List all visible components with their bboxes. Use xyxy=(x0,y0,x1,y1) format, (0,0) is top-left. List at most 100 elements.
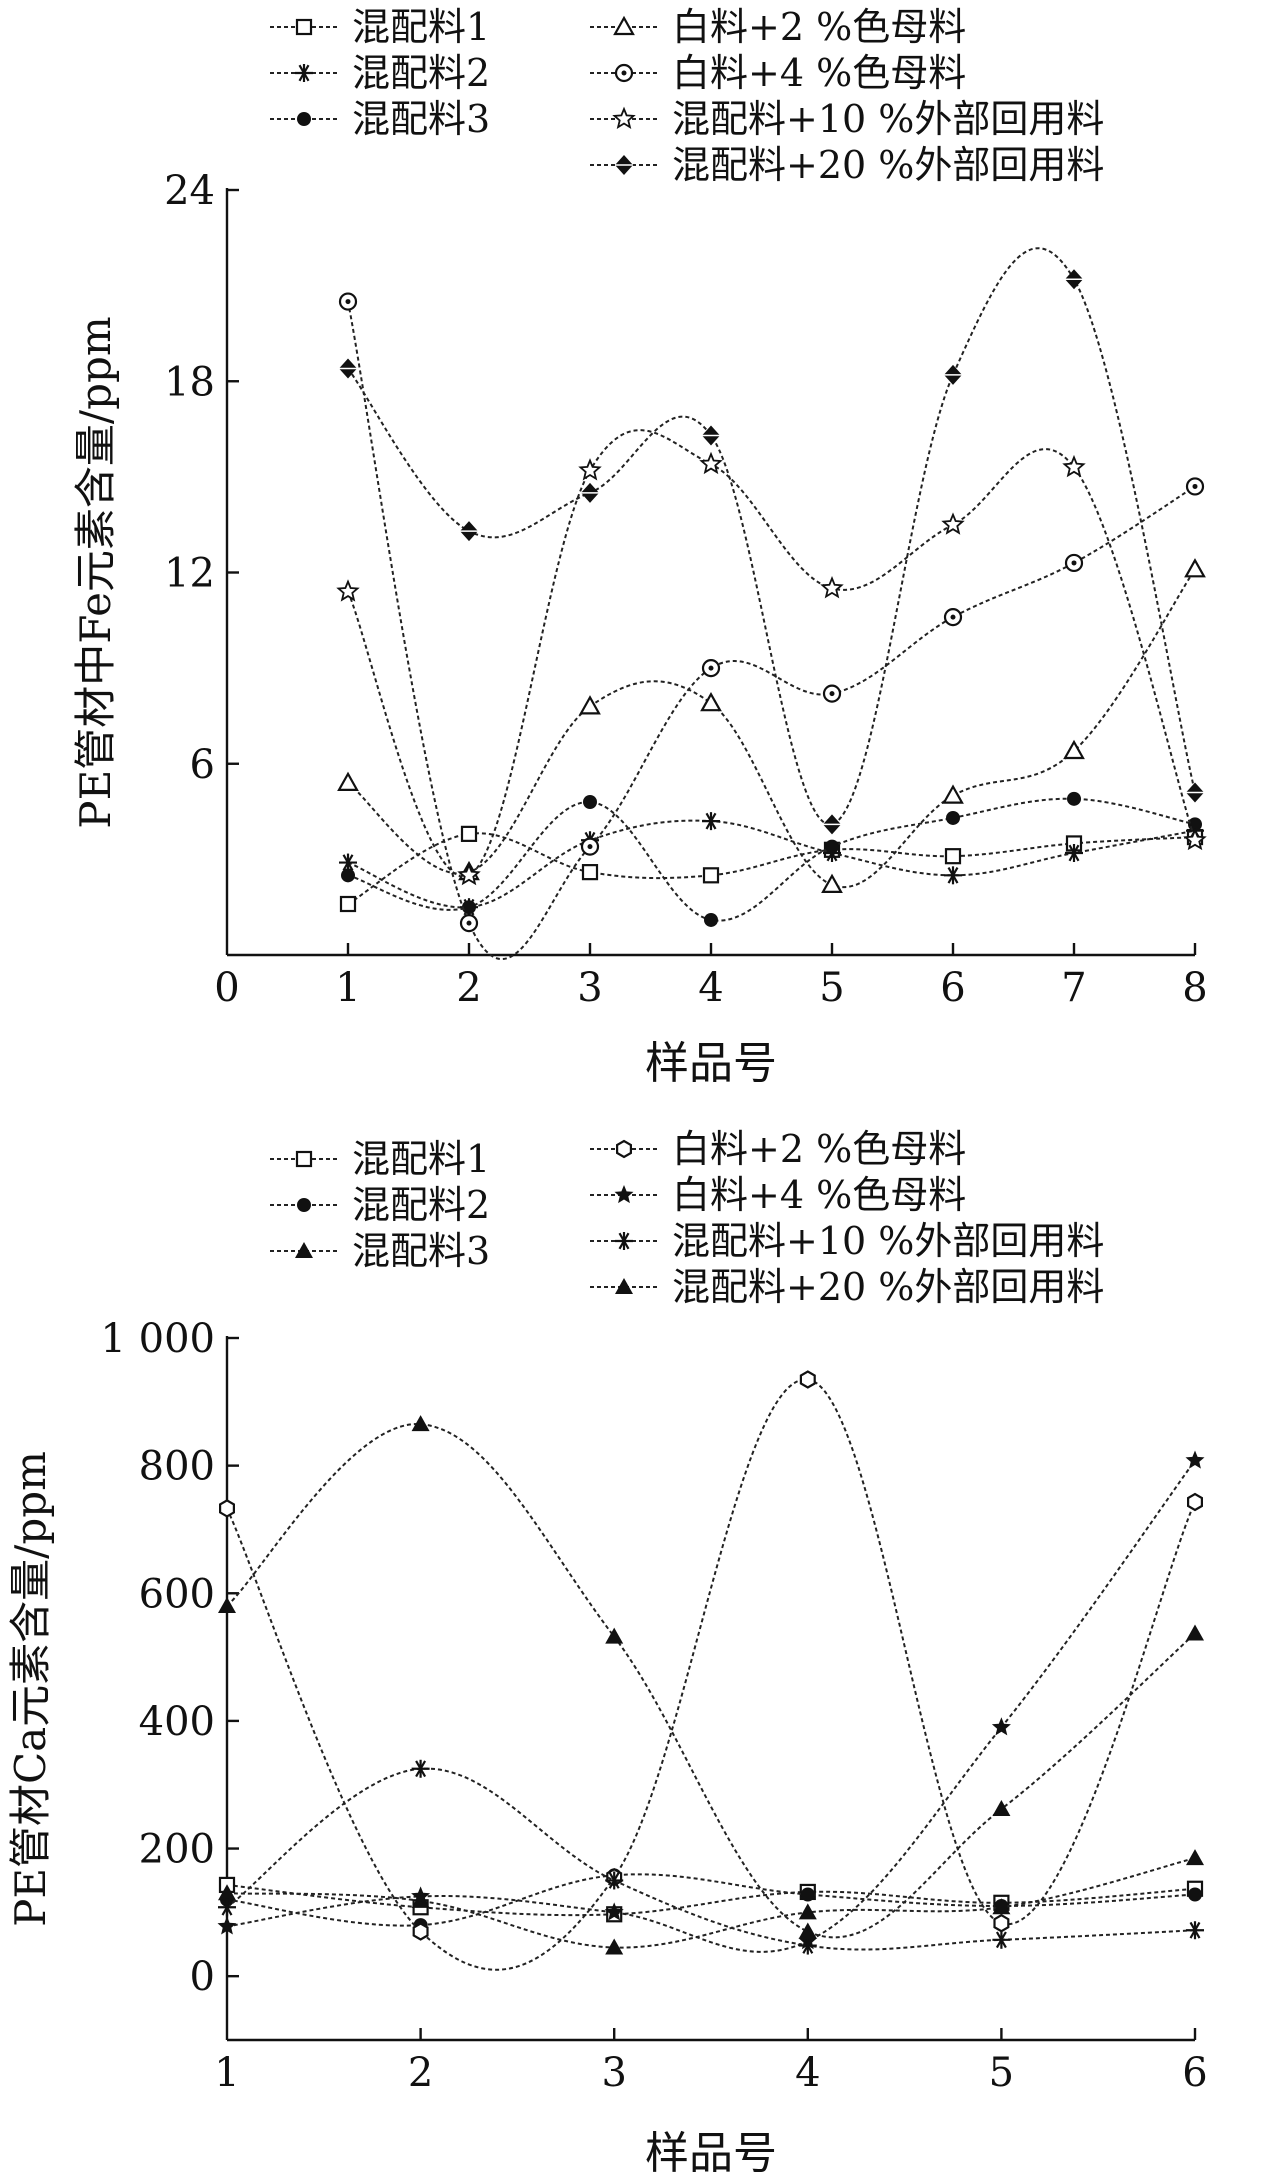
legend-marker xyxy=(295,64,313,82)
series-6 xyxy=(336,429,1207,886)
data-point xyxy=(941,512,965,535)
x-tick-label: 2 xyxy=(456,965,481,1011)
data-point xyxy=(993,1913,1010,1933)
x-tick-label: 4 xyxy=(795,2050,820,2096)
series-line xyxy=(347,301,1196,960)
data-point xyxy=(1062,454,1086,478)
data-point xyxy=(944,364,962,385)
data-point xyxy=(411,1759,430,1778)
series-line xyxy=(226,1423,1196,1939)
data-point xyxy=(992,1898,1011,1915)
legend-item: 混配料+20 %外部回用料 xyxy=(590,1265,1104,1309)
data-point xyxy=(1064,553,1084,573)
data-point xyxy=(1065,269,1083,290)
series-7 xyxy=(339,247,1204,835)
data-point xyxy=(460,521,478,542)
series-line xyxy=(347,568,1196,889)
legend-item: 混配料3 xyxy=(270,1229,490,1273)
data-point xyxy=(702,812,720,831)
data-point xyxy=(821,873,843,893)
y-tick-label: 600 xyxy=(139,1571,215,1617)
data-point xyxy=(944,866,962,885)
data-point xyxy=(1188,1887,1202,1902)
x-axis-title: 样品号 xyxy=(645,2128,777,2173)
data-point xyxy=(992,1930,1011,1949)
data-point xyxy=(460,825,478,842)
series-line xyxy=(347,819,1196,909)
data-point xyxy=(605,1627,624,1644)
legend-item: 白料+4 %色母料 xyxy=(590,1173,966,1217)
legend-item: 混配料+10 %外部回用料 xyxy=(590,1219,1104,1263)
series-line xyxy=(226,1857,1196,1949)
data-point xyxy=(339,895,357,913)
y-tick-label: 400 xyxy=(139,1699,215,1745)
data-point xyxy=(411,1886,431,1905)
legend-item: 混配料2 xyxy=(270,1183,490,1227)
data-point xyxy=(219,1499,235,1518)
legend-label: 白料+2 %色母料 xyxy=(672,5,966,49)
legend-marker xyxy=(614,63,634,83)
series-line xyxy=(226,1767,1196,1951)
y-tick-label: 800 xyxy=(139,1444,215,1490)
y-axis-title: PE管材中Fe元素含量/ppm xyxy=(71,316,120,828)
data-point xyxy=(800,1887,815,1902)
series-line xyxy=(347,797,1196,922)
legend-item: 混配料2 xyxy=(270,51,490,95)
data-point xyxy=(943,608,963,627)
data-point xyxy=(337,771,359,791)
y-tick-label: 18 xyxy=(164,359,215,405)
data-point xyxy=(822,684,842,703)
data-point xyxy=(942,784,964,804)
legend-label: 混配料1 xyxy=(352,5,490,49)
data-point xyxy=(459,914,479,933)
data-point xyxy=(1185,1450,1205,1469)
legend-item: 白料+2 %色母料 xyxy=(590,1127,966,1171)
series-line xyxy=(226,1883,1196,1917)
legend-marker xyxy=(614,1185,634,1204)
legend-marker xyxy=(615,1232,633,1250)
x-tick-label: 0 xyxy=(214,965,239,1011)
data-point xyxy=(1067,791,1081,806)
fe-content-chart: 0 1 2 3 4 5 6 7 86121824PE管材中Fe元素含量/ppm样品号混配料1混配… xyxy=(71,5,1208,1089)
data-point xyxy=(217,1916,237,1935)
x-tick-label: 5 xyxy=(989,2050,1014,2096)
x-tick-label: 8 xyxy=(1182,965,1207,1011)
legend-label: 混配料1 xyxy=(352,1137,490,1181)
x-tick-label: 7 xyxy=(1061,965,1086,1011)
data-point xyxy=(699,451,723,475)
data-point xyxy=(341,868,355,883)
series-5 xyxy=(217,1450,1205,1953)
x-tick-label: 2 xyxy=(408,2050,433,2096)
data-point xyxy=(339,853,357,872)
y-tick-label: 1 000 xyxy=(100,1316,215,1362)
series-5 xyxy=(338,292,1205,960)
legend-marker xyxy=(615,1278,633,1294)
data-point xyxy=(1185,477,1205,496)
data-point xyxy=(604,1902,624,1921)
data-point xyxy=(798,1936,817,1955)
data-point xyxy=(338,292,358,311)
legend-item: 混配料1 xyxy=(270,5,490,49)
legend-label: 混配料+10 %外部回用料 xyxy=(672,1219,1104,1263)
series-line xyxy=(226,1873,1196,1927)
x-tick-label: 5 xyxy=(819,965,844,1011)
x-tick-label: 1 xyxy=(214,2050,239,2096)
x-tick-label: 1 xyxy=(335,965,360,1011)
data-point xyxy=(605,1871,624,1890)
y-tick-label: 0 xyxy=(190,1954,215,2000)
data-point xyxy=(578,458,602,481)
y-tick-label: 24 xyxy=(164,168,215,214)
legend-label: 混配料2 xyxy=(352,1183,490,1227)
legend-label: 白料+4 %色母料 xyxy=(672,51,966,95)
data-point xyxy=(946,810,960,825)
data-point xyxy=(1184,558,1206,578)
legend-marker xyxy=(612,106,636,129)
data-point xyxy=(702,425,720,446)
legend-item: 白料+2 %色母料 xyxy=(590,5,966,49)
data-point xyxy=(457,862,481,886)
series-line xyxy=(226,1378,1196,1971)
y-tick-label: 12 xyxy=(164,551,215,597)
